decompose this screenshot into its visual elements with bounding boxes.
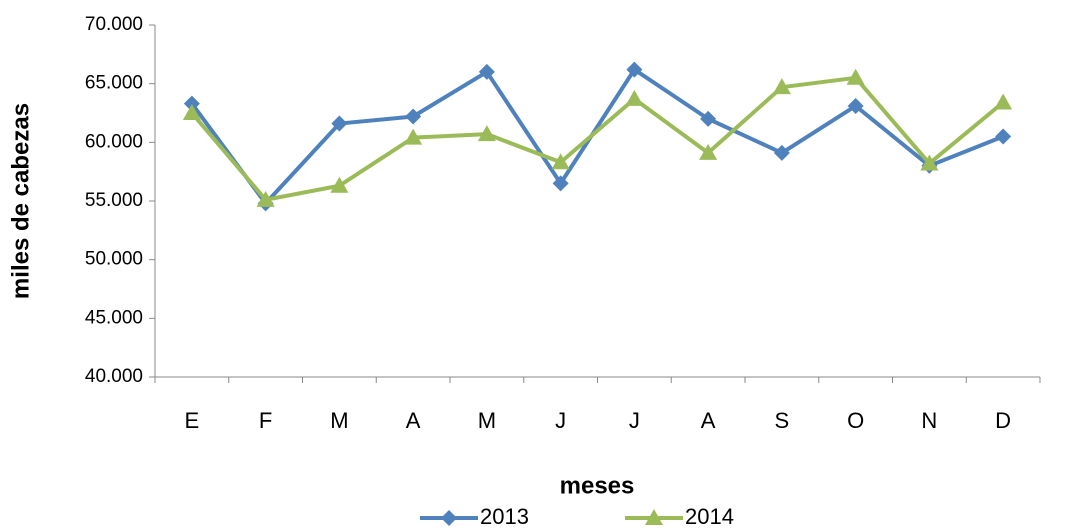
data-point bbox=[478, 63, 495, 80]
x-tick-label: E bbox=[185, 408, 200, 433]
data-point bbox=[331, 115, 348, 132]
data-point bbox=[773, 144, 790, 161]
x-tick-label: O bbox=[847, 408, 864, 433]
y-tick-label: 60.000 bbox=[85, 131, 143, 152]
data-point bbox=[700, 110, 717, 127]
x-tick-label: N bbox=[921, 408, 937, 433]
data-point bbox=[626, 61, 643, 78]
data-point bbox=[625, 89, 644, 106]
data-point bbox=[920, 154, 939, 171]
data-point bbox=[256, 190, 275, 207]
y-tick-label: 65.000 bbox=[85, 73, 143, 94]
legend-marker bbox=[441, 510, 457, 526]
data-point bbox=[699, 143, 718, 160]
legend-marker bbox=[645, 509, 663, 525]
x-tick-label: S bbox=[775, 408, 790, 433]
y-axis-title: miles de cabezas bbox=[7, 103, 34, 299]
data-point bbox=[330, 176, 349, 193]
data-point bbox=[405, 108, 422, 125]
y-tick-label: 55.000 bbox=[85, 190, 143, 211]
x-tick-label: D bbox=[995, 408, 1011, 433]
x-tick-label: J bbox=[629, 408, 640, 433]
x-tick-label: M bbox=[330, 408, 348, 433]
data-point bbox=[182, 104, 201, 120]
y-tick-label: 50.000 bbox=[85, 249, 143, 270]
x-tick-label: M bbox=[478, 408, 496, 433]
x-tick-label: J bbox=[555, 408, 566, 433]
data-point bbox=[846, 68, 865, 85]
series-line bbox=[190, 67, 1004, 206]
data-point bbox=[552, 175, 569, 192]
data-point bbox=[772, 78, 791, 95]
x-tick-label: F bbox=[259, 408, 272, 433]
legend-label: 2014 bbox=[685, 504, 734, 529]
data-point bbox=[477, 125, 496, 142]
x-tick-label: A bbox=[406, 408, 421, 433]
y-tick-label: 70.000 bbox=[85, 14, 143, 35]
x-tick-label: A bbox=[701, 408, 716, 433]
data-point bbox=[847, 97, 864, 114]
legend-label: 2013 bbox=[480, 504, 529, 529]
data-point bbox=[404, 128, 423, 145]
y-tick-label: 45.000 bbox=[85, 307, 143, 328]
x-axis-title: meses bbox=[560, 472, 635, 499]
data-point bbox=[994, 93, 1013, 110]
data-point bbox=[551, 153, 570, 170]
y-tick-label: 40.000 bbox=[85, 366, 143, 387]
series-line bbox=[190, 75, 1005, 202]
data-point bbox=[183, 95, 200, 112]
data-point bbox=[995, 128, 1012, 145]
